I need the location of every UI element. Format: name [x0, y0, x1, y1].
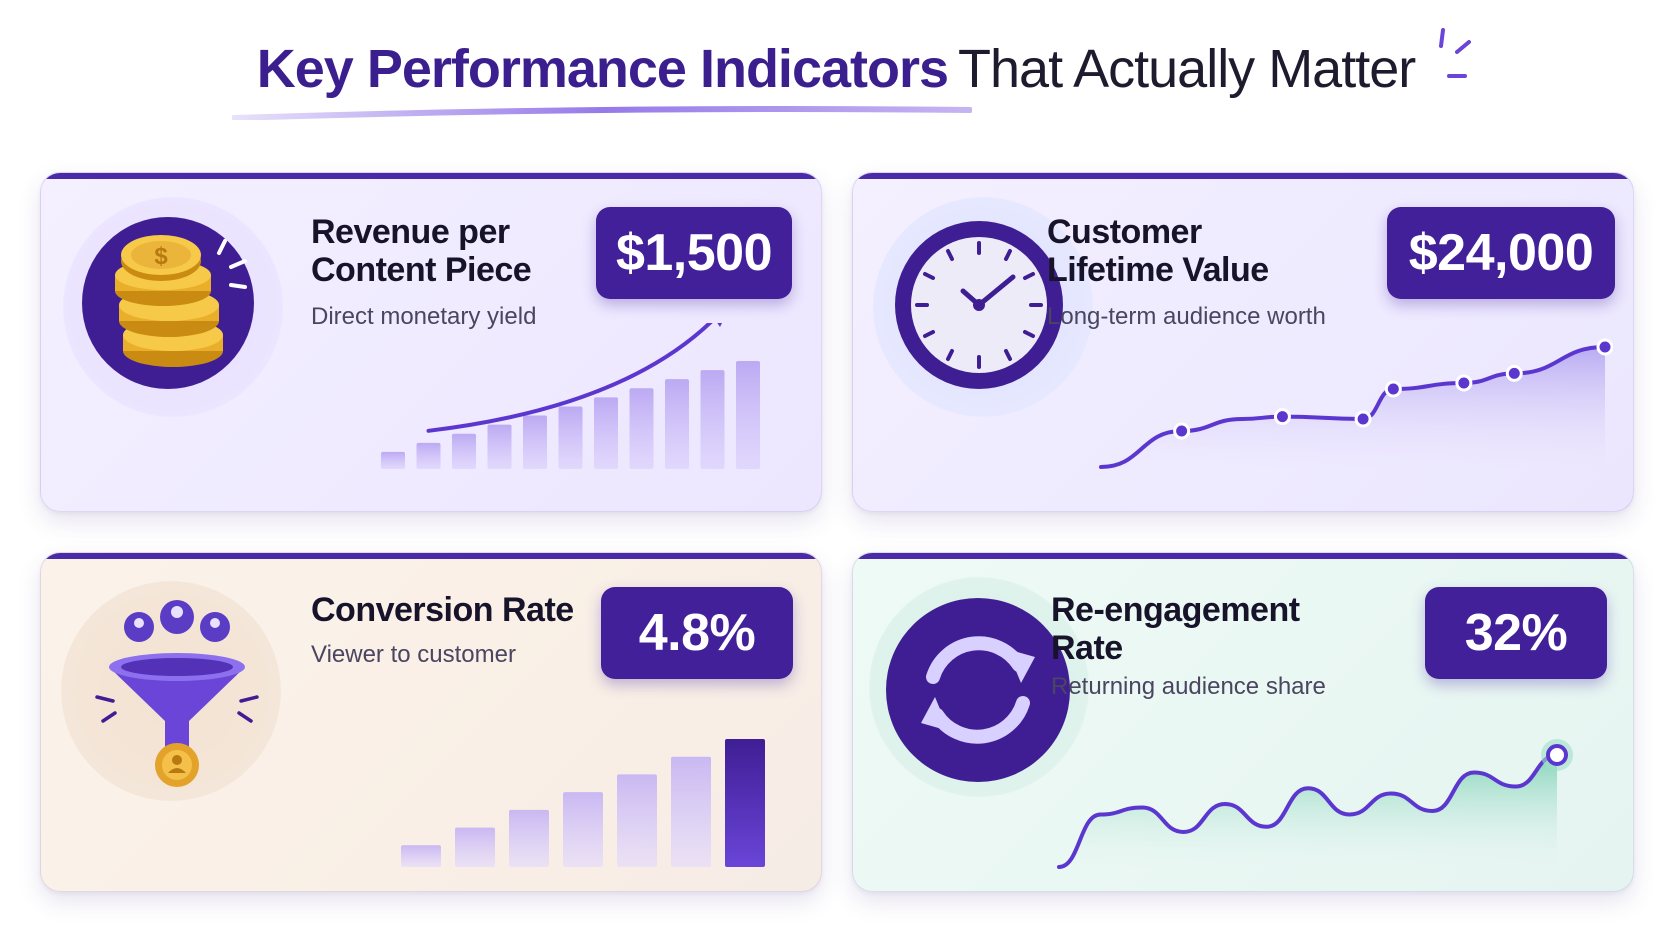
conversion-bar-chart [401, 739, 765, 867]
chart-bar [455, 827, 495, 867]
lifetime-value-area-chart [1099, 338, 1613, 469]
title-strong: Key Performance Indicators [256, 39, 949, 99]
chart-bar [558, 406, 583, 469]
title-light: That Actually Matter [958, 39, 1416, 99]
refresh-icon [886, 598, 1070, 782]
chart-point [1546, 744, 1568, 766]
chart-bar [629, 388, 654, 469]
chart-point [1505, 364, 1523, 382]
clock-icon [895, 221, 1063, 389]
card-label-line: Rate [1051, 629, 1123, 667]
chart-bar [452, 433, 476, 469]
card-label-line: Content Piece [311, 251, 532, 289]
chart-point [1173, 422, 1191, 440]
card-subtitle: Direct monetary yield [311, 303, 537, 330]
svg-text:$: $ [154, 243, 168, 270]
card-label: Conversion Rate [311, 591, 574, 629]
kpi-card-lifetime-value: Customer Lifetime Value Long-term audien… [852, 172, 1634, 512]
chart-bar [736, 361, 760, 469]
chart-bar [509, 809, 549, 867]
chart-bar [671, 756, 711, 867]
chart-bar [523, 415, 547, 469]
title-underline [232, 106, 972, 120]
card-label: Customer Lifetime Value [1047, 213, 1269, 289]
coins-icon: $ [82, 217, 254, 389]
card-subtitle: Long-term audience worth [1047, 303, 1326, 330]
card-label-line: Revenue per [311, 213, 510, 251]
chart-point [1273, 408, 1291, 426]
chart-bar [381, 451, 405, 469]
card-subtitle: Viewer to customer [311, 641, 516, 668]
chart-bar [665, 379, 689, 469]
chart-area [1059, 755, 1557, 867]
kpi-card-conversion: Conversion Rate Viewer to customer 4.8% [40, 552, 822, 892]
chart-bar [617, 774, 657, 867]
chart-bar [487, 424, 512, 469]
revenue-bar-chart [381, 323, 760, 469]
trend-arrow-head [717, 323, 722, 327]
chart-bar [416, 442, 441, 469]
chart-bar [725, 739, 765, 867]
card-label: Revenue per Content Piece [311, 213, 532, 289]
trend-arrow-line [426, 323, 713, 433]
card-subtitle: Returning audience share [1051, 673, 1326, 700]
kpi-card-revenue: $ Revenue per Content Piece Direct monet… [40, 172, 822, 512]
chart-point [1354, 410, 1372, 428]
chart-area [1101, 347, 1605, 467]
chart-point [1596, 338, 1613, 356]
card-label-line: Lifetime Value [1047, 251, 1269, 289]
card-label: Re-engagement Rate [1051, 591, 1300, 667]
kpi-value-badge: $24,000 [1387, 207, 1615, 299]
kpi-value-badge: $1,500 [596, 207, 792, 299]
kpi-card-reengagement: Re-engagement Rate Returning audience sh… [852, 552, 1634, 892]
funnel-icon [95, 600, 259, 787]
chart-point [1455, 374, 1473, 392]
chart-point [1384, 380, 1402, 398]
page-title: Key Performance Indicators That Actually … [0, 38, 1672, 100]
sparkle-icon [1439, 28, 1471, 78]
chart-bar [401, 845, 441, 867]
chart-line [1057, 753, 1559, 869]
kpi-value-badge: 32% [1425, 587, 1607, 679]
card-label-line: Customer [1047, 213, 1202, 251]
kpi-value-badge: 4.8% [601, 587, 793, 679]
chart-bar [594, 397, 618, 469]
reengagement-area-chart [1057, 739, 1573, 869]
chart-bar [563, 792, 603, 867]
chart-bar [700, 370, 725, 469]
card-label-line: Re-engagement [1051, 591, 1300, 629]
